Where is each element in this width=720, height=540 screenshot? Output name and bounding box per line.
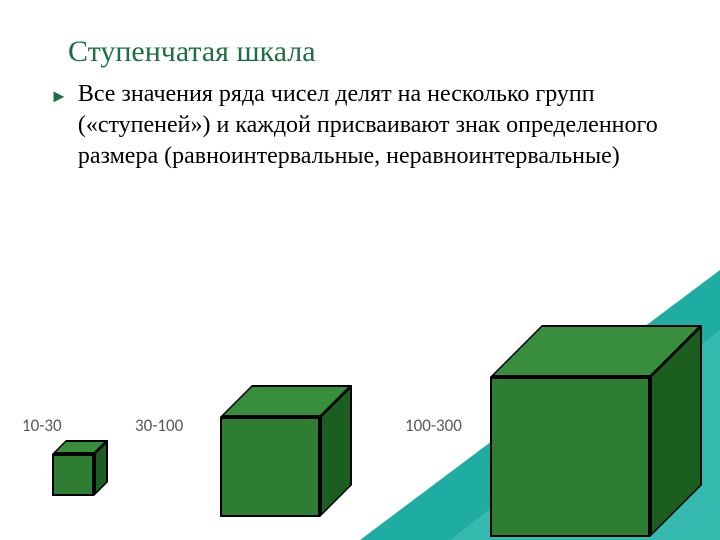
cube-front-face	[52, 454, 94, 496]
cube-front-face	[220, 417, 320, 517]
cube-icon	[52, 440, 108, 496]
slide-content: Ступенчатая шкала ► Все значения ряда чи…	[0, 0, 720, 173]
cube-label: 30-100	[135, 415, 183, 436]
bullet-marker-icon: ►	[50, 86, 68, 107]
cube-front-face	[490, 377, 650, 537]
cube-label: 100-300	[405, 415, 462, 436]
cube-label: 10-30	[22, 415, 62, 436]
slide-title: Ступенчатая шкала	[68, 35, 670, 69]
bullet-block: ► Все значения ряда чисел делят на неско…	[50, 79, 670, 173]
cube-icon	[220, 385, 352, 517]
slide-body-text: Все значения ряда чисел делят на несколь…	[78, 79, 670, 173]
cube-icon	[490, 325, 702, 537]
cubes-diagram: 10-30 30-100 100-300	[0, 270, 720, 530]
